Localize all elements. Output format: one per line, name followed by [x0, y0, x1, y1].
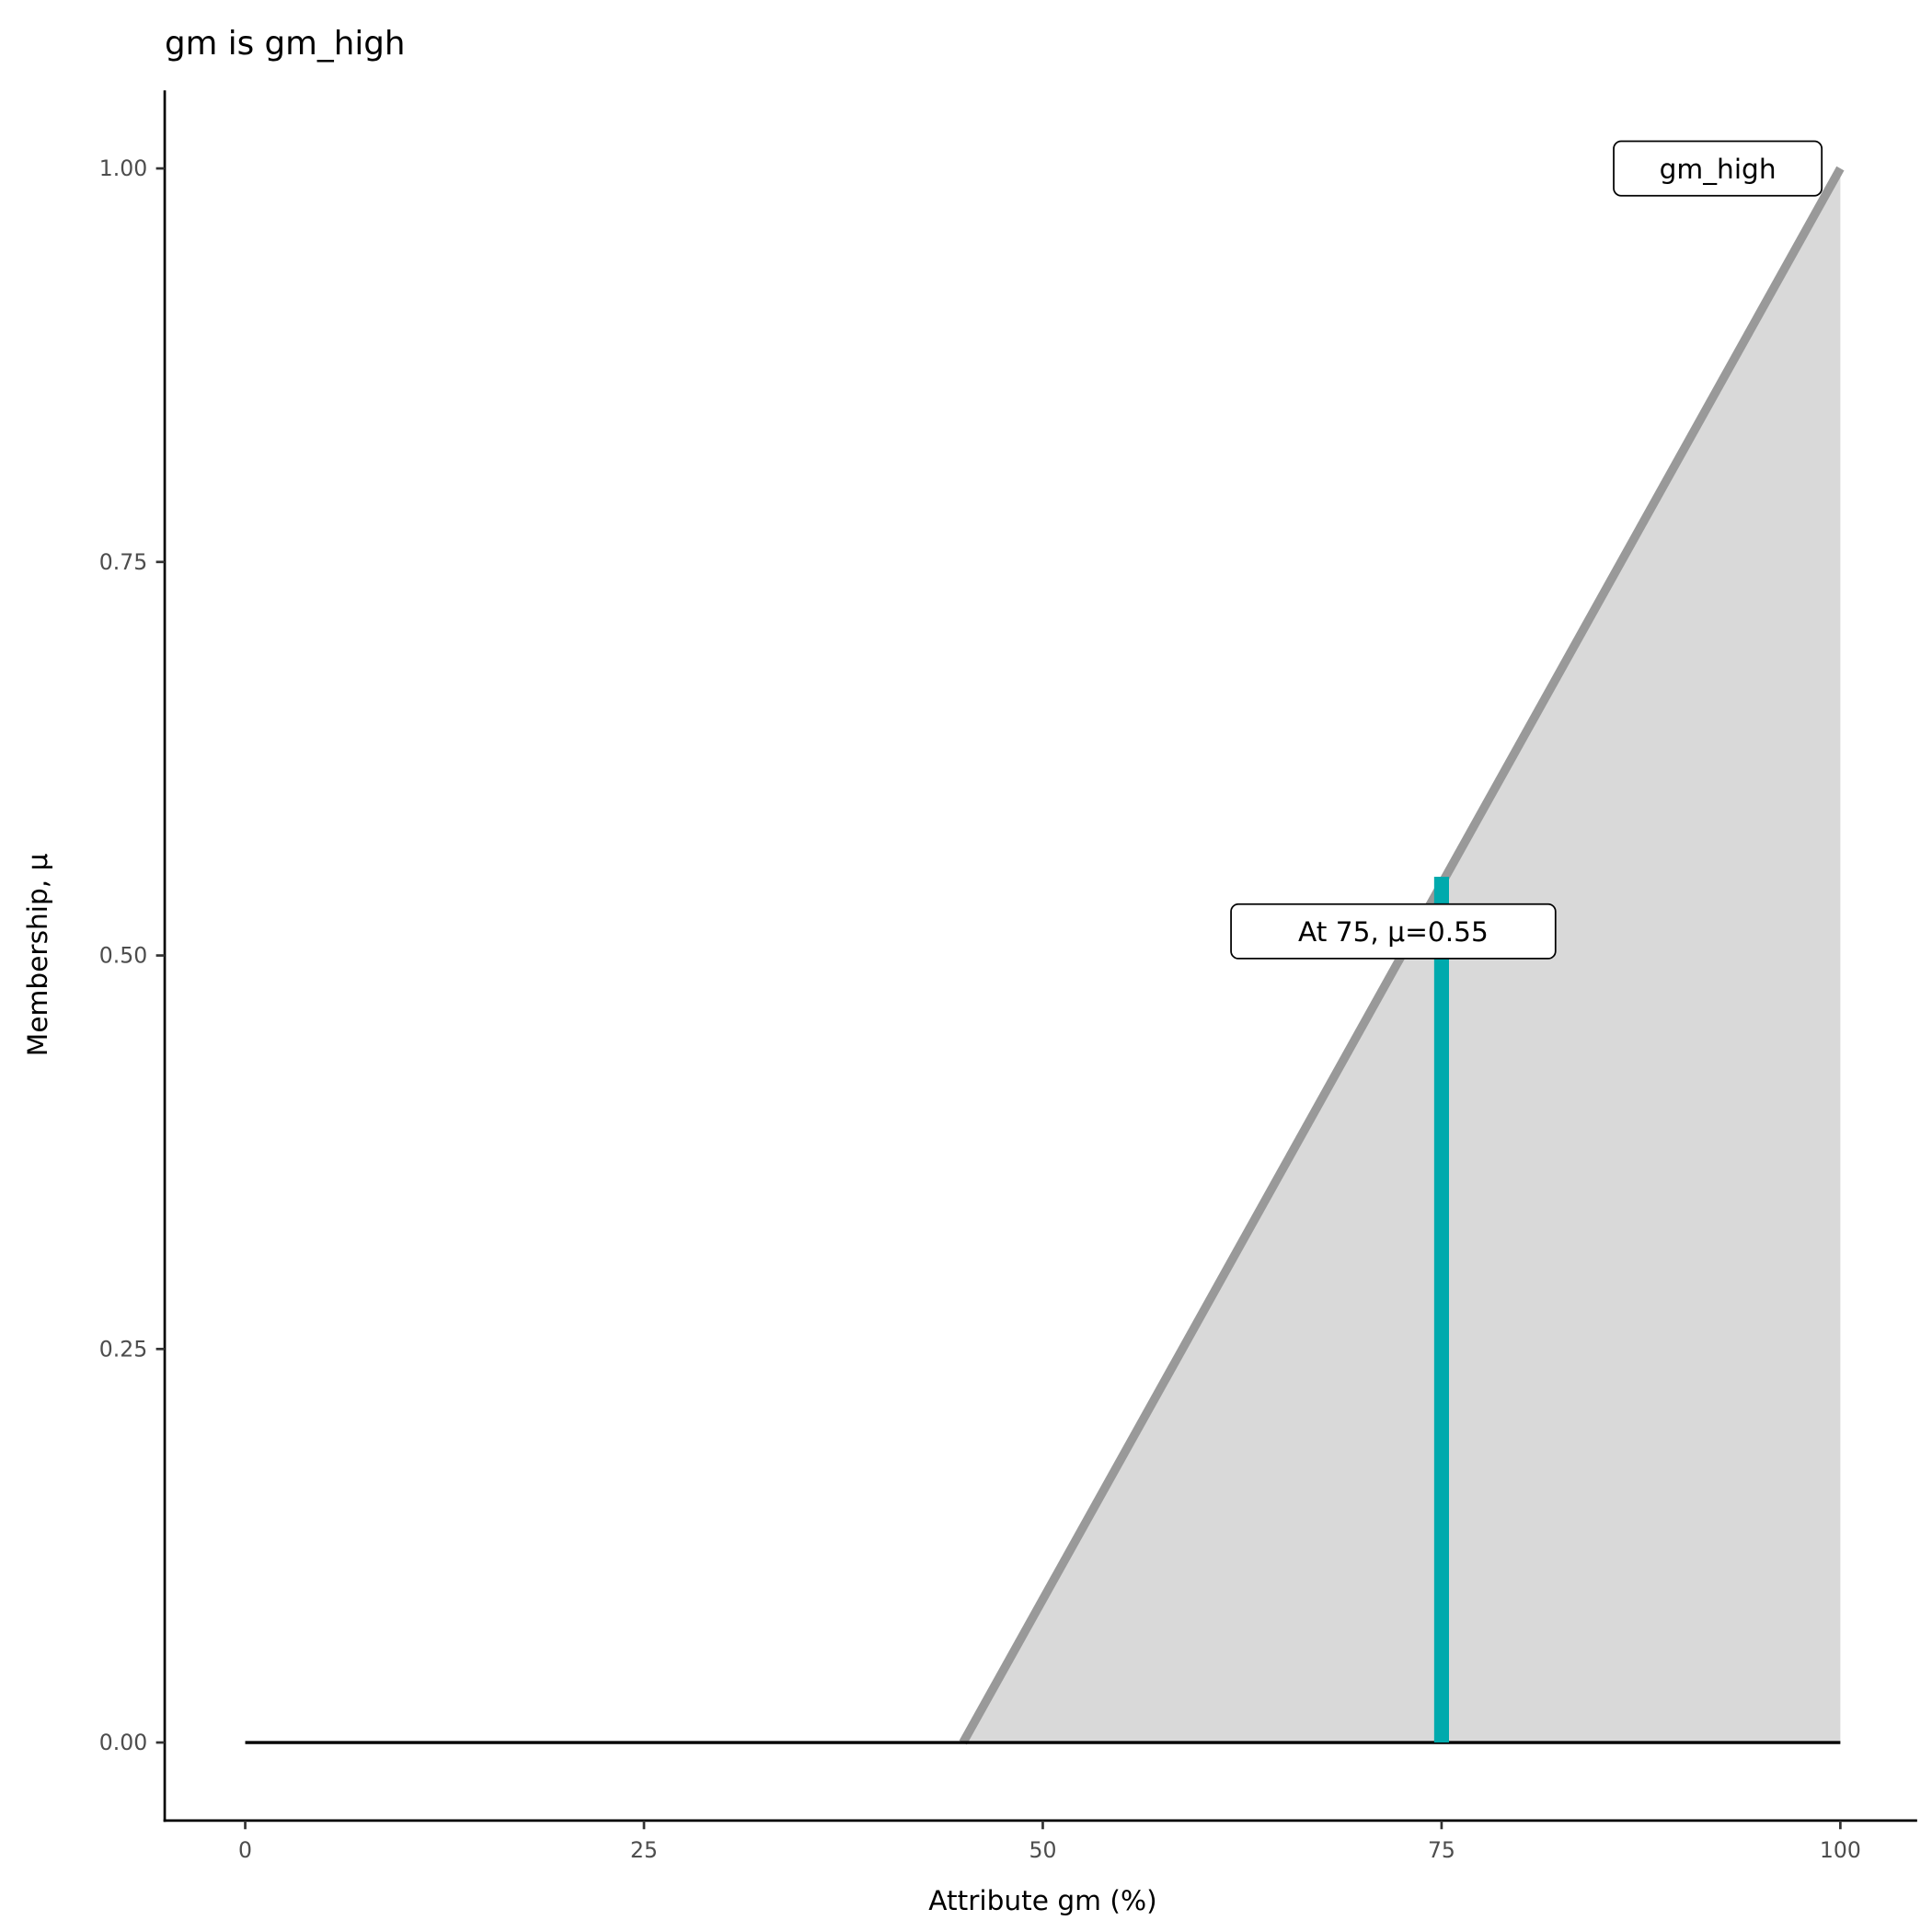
- evaluation-label: At 75, μ=0.55: [1298, 916, 1489, 948]
- y-tick-label: 0.00: [99, 1730, 147, 1755]
- y-tick-label: 0.25: [99, 1336, 147, 1362]
- x-tick-label: 75: [1428, 1837, 1455, 1863]
- y-tick-label: 1.00: [99, 155, 147, 181]
- y-axis-label: Membership, μ: [22, 853, 53, 1056]
- x-ticks: 0 25 50 75 100: [238, 1820, 1861, 1863]
- series-label-box: [1613, 140, 1823, 197]
- y-ticks: 0.00 0.25 0.50 0.75 1.00: [99, 155, 166, 1755]
- x-tick-label: 50: [1029, 1837, 1056, 1863]
- evaluation-label-box: [1230, 903, 1557, 960]
- x-axis-label: Attribute gm (%): [928, 1885, 1156, 1916]
- x-tick-label: 25: [630, 1837, 658, 1863]
- x-tick-label: 100: [1820, 1837, 1861, 1863]
- chart-title: gm is gm_high: [165, 25, 405, 63]
- y-tick-label: 0.50: [99, 943, 147, 969]
- plot-area: At 75, μ=0.55 gm_high: [245, 140, 1845, 1745]
- y-tick-label: 0.75: [99, 549, 147, 575]
- x-tick-label: 0: [238, 1837, 252, 1863]
- series-label: gm_high: [1660, 154, 1777, 185]
